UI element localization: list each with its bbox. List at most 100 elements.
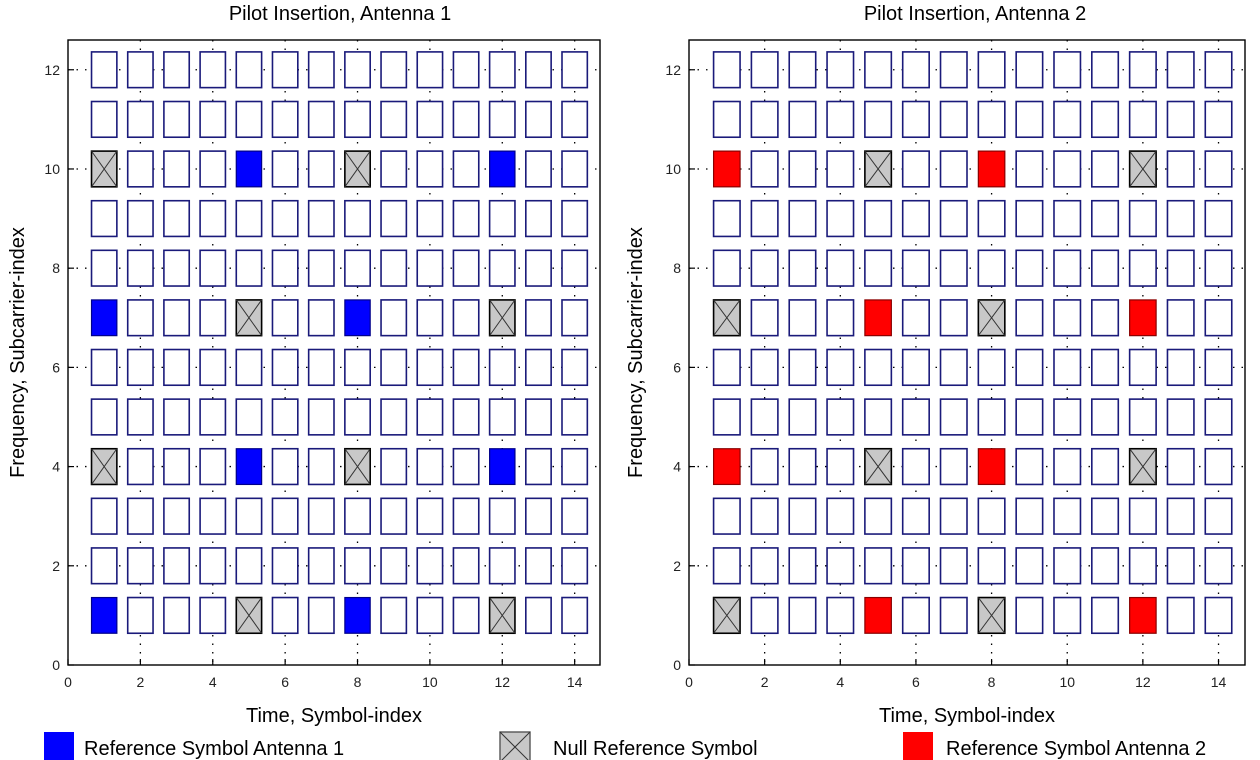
data-cell	[1204, 51, 1233, 89]
data-cell	[826, 497, 855, 535]
data-cell	[561, 299, 589, 337]
data-cell	[788, 497, 817, 535]
x-tick-label: 8	[988, 674, 996, 690]
data-cell	[1053, 199, 1082, 238]
data-cell	[199, 398, 227, 436]
data-cell	[939, 299, 968, 337]
data-cell	[416, 150, 444, 188]
data-cell	[1015, 447, 1044, 486]
data-cell	[452, 596, 480, 635]
data-cell	[199, 249, 227, 287]
data-cell	[163, 497, 191, 535]
data-cell	[901, 199, 930, 238]
y-tick-label: 4	[52, 459, 60, 475]
null-cell-cross	[713, 597, 741, 634]
data-cell	[901, 150, 930, 188]
data-cell	[1204, 348, 1233, 387]
data-cell	[901, 348, 930, 387]
data-cell	[1128, 199, 1157, 238]
data-cell	[271, 199, 299, 238]
x-tick-label: 12	[494, 674, 510, 690]
data-cell	[235, 497, 263, 535]
data-cell	[344, 249, 371, 287]
data-cell	[452, 100, 480, 139]
data-cell	[199, 199, 227, 238]
data-cell	[826, 150, 855, 188]
x-axis-label: Time, Symbol-index	[246, 705, 422, 727]
y-axis-label: Frequency, Subcarrier-index	[625, 227, 647, 478]
data-cell	[1091, 596, 1120, 635]
data-cell	[1015, 299, 1044, 337]
data-cell	[1053, 596, 1082, 635]
data-cell	[1128, 249, 1157, 287]
data-cell	[416, 547, 444, 585]
null-symbol-cell	[977, 596, 1006, 635]
null-symbol-cell	[235, 299, 263, 337]
reference-symbol-cell	[489, 150, 516, 188]
legend-item: Reference Symbol Antenna 1	[44, 732, 344, 760]
x-tick-label: 14	[567, 674, 583, 690]
null-cell-cross	[1129, 150, 1157, 188]
data-cell	[271, 447, 299, 486]
data-cell	[1204, 150, 1233, 188]
x-tick-label: 2	[761, 674, 769, 690]
data-cell	[488, 249, 516, 287]
data-cell	[1053, 51, 1082, 89]
data-cell	[163, 199, 191, 238]
data-cell	[126, 100, 154, 139]
data-cell	[788, 596, 817, 635]
reference-symbol-cell	[1129, 299, 1157, 337]
data-cell	[788, 299, 817, 337]
data-cell	[977, 51, 1006, 89]
reference-symbol-cell	[1129, 596, 1157, 634]
data-cell	[826, 249, 855, 287]
data-cell	[864, 398, 893, 436]
null-cell-cross	[91, 448, 118, 485]
data-cell	[344, 51, 371, 89]
legend-item: Null Reference Symbol	[499, 731, 758, 760]
data-cell	[712, 51, 741, 89]
data-cell	[307, 299, 335, 337]
null-symbol-cell	[488, 596, 516, 635]
data-cell	[788, 51, 817, 89]
null-cell-cross	[1129, 448, 1157, 485]
data-cell	[380, 547, 408, 585]
legend-label: Null Reference Symbol	[553, 738, 758, 760]
reference-symbol-cell	[977, 150, 1006, 188]
data-cell	[307, 596, 335, 635]
data-cell	[712, 199, 741, 238]
data-cell	[750, 547, 779, 585]
data-cell	[1015, 100, 1044, 139]
data-cell	[307, 547, 335, 585]
chart-title: Pilot Insertion, Antenna 1	[229, 3, 451, 25]
axes-frame	[688, 39, 1246, 666]
data-cell	[901, 51, 930, 89]
data-cell	[525, 100, 552, 139]
data-cell	[1204, 596, 1233, 635]
data-cell	[1053, 547, 1082, 585]
data-cell	[525, 497, 552, 535]
data-cell	[525, 348, 552, 387]
legend: Reference Symbol Antenna 1 Null Reference…	[44, 731, 1206, 760]
data-cell	[452, 249, 480, 287]
y-tick-label: 4	[673, 459, 681, 475]
data-cell	[380, 100, 408, 139]
data-cell	[1166, 199, 1195, 238]
data-cell	[1204, 447, 1233, 486]
data-cell	[712, 398, 741, 436]
axes-frame	[67, 39, 601, 666]
data-cell	[344, 497, 371, 535]
data-cell	[561, 249, 589, 287]
legend-label: Reference Symbol Antenna 2	[946, 738, 1206, 760]
data-cell	[1166, 51, 1195, 89]
data-cell	[271, 150, 299, 188]
x-tick-label: 0	[685, 674, 693, 690]
data-cell	[380, 51, 408, 89]
data-cell	[977, 199, 1006, 238]
data-cell	[126, 150, 154, 188]
null-cell-cross	[91, 150, 118, 188]
data-cell	[380, 299, 408, 337]
data-cell	[939, 249, 968, 287]
x-tick-label: 6	[281, 674, 289, 690]
null-cell-cross	[713, 299, 741, 336]
